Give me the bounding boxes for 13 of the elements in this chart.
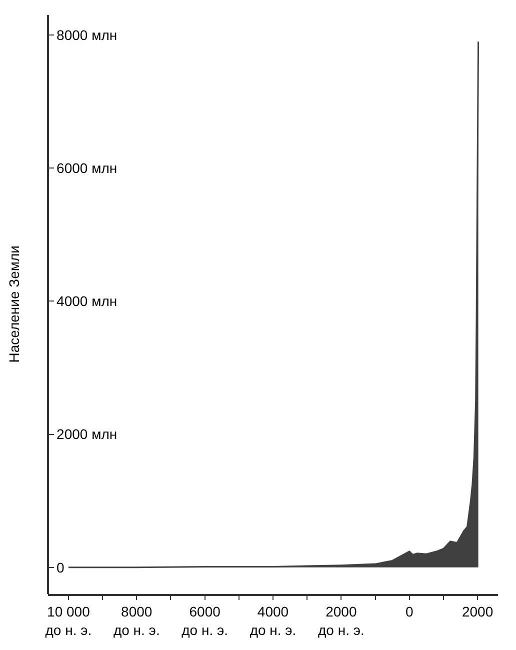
x-tick-label: 0	[405, 604, 414, 620]
x-tick-label: 10 000 до н. э.	[45, 604, 92, 638]
x-tick-label: 4000 до н. э.	[250, 604, 296, 638]
y-tick-label: 0	[56, 559, 65, 576]
x-tick-label: 8000 до н. э.	[113, 604, 160, 638]
y-tick-label: 8000 млн	[56, 26, 118, 43]
x-tick-label: 2000 до н. э.	[318, 604, 364, 638]
y-axis-title: Население Земли	[6, 245, 22, 363]
x-tick-label: 6000 до н. э.	[182, 604, 228, 638]
y-tick-label: 4000 млн	[56, 293, 118, 310]
y-tick-label: 6000 млн	[56, 160, 118, 176]
x-tick-label: 2000	[462, 604, 494, 620]
y-tick-label: 2000 млн	[56, 426, 118, 442]
